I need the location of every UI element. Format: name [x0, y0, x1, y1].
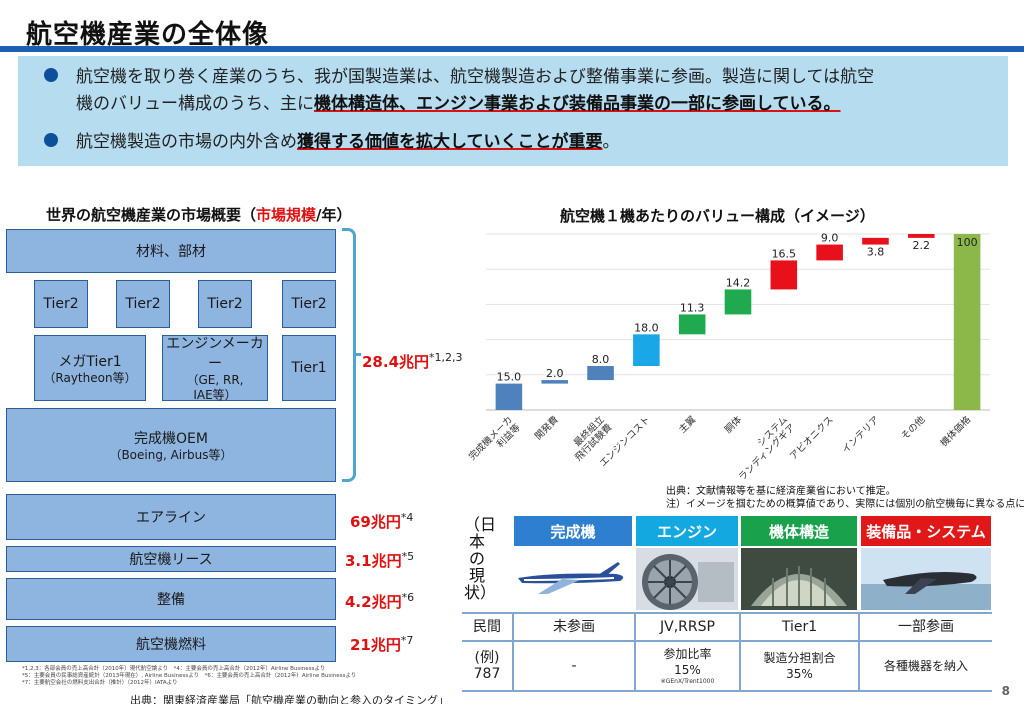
fuel-market-value: 21兆円*7 — [350, 634, 414, 654]
table-divider — [462, 690, 992, 692]
category-label: 機体価格 — [938, 413, 974, 449]
table-divider — [512, 612, 514, 692]
data-label: 11.3 — [680, 301, 705, 314]
cell-aircraft-787: - — [571, 658, 577, 674]
cell-engine-787: 参加比率 15% ※GEnX/Trent1000 — [660, 647, 715, 685]
chart-source-note: 出典：文献情報等を基に経済産業省において推定。 — [666, 486, 896, 497]
data-label: 18.0 — [634, 321, 659, 334]
brace-tip — [353, 353, 361, 356]
tick-label: 主翼 — [676, 413, 698, 435]
data-label: 2.0 — [546, 367, 564, 380]
aircraft-photo — [514, 548, 632, 610]
value-chart-title: 航空機１機あたりのバリュー構成（イメージ） — [560, 207, 875, 225]
manufacturing-market-value: 28.4兆円*1,2,3 — [362, 351, 463, 371]
header-aircraft: 完成機 — [514, 516, 632, 546]
engine-maker-box: エンジンメーカー （GE, RR, IAE等） — [162, 335, 268, 402]
category-label: 胴体 — [722, 413, 744, 435]
bullet-icon — [44, 133, 58, 147]
waterfall-bar — [587, 366, 614, 381]
data-label: 100 — [957, 236, 978, 249]
category-label: インテリア — [840, 414, 881, 455]
table-divider — [858, 612, 860, 692]
value-waterfall-chart: 15.0完成機メーカ利益等2.0開発費8.0最終組立飛行試験費18.0エンジンコ… — [466, 232, 990, 483]
market-footnotes: *1,2,3：各部会員の売上高合計（2010年）現代航空論より *4：主要会員の… — [22, 666, 357, 686]
waterfall-bar — [770, 260, 798, 290]
tier2-box: Tier2 — [34, 280, 88, 328]
category-label: アビオニクス — [788, 414, 836, 462]
waterfall-bar — [907, 234, 935, 238]
waterfall-bar — [724, 289, 752, 315]
cell-equipment-787: 各種機器を納入 — [883, 659, 968, 673]
tier2-box: Tier2 — [198, 280, 252, 328]
data-label: 8.0 — [592, 353, 610, 366]
equipment-photo — [861, 548, 991, 610]
data-label: 9.0 — [821, 232, 839, 245]
cell-structure-civil: Tier1 — [781, 619, 818, 635]
bullet-icon — [44, 68, 58, 82]
waterfall-bar — [633, 334, 660, 366]
japan-status-label: （日本の現状） — [464, 515, 497, 602]
tier2-box: Tier2 — [116, 280, 170, 328]
waterfall-bar — [678, 314, 706, 335]
tier1-box: Tier1 — [282, 335, 336, 401]
tick-label: アビオニクス — [788, 414, 836, 462]
oem-box: 完成機OEM （Boeing, Airbus等） — [6, 408, 336, 482]
tick-label: インテリア — [840, 414, 881, 455]
mega-tier1-box: メガTier1 （Raytheon等） — [34, 335, 146, 401]
airline-market-value: 69兆円*4 — [350, 511, 414, 531]
cell-engine-civil: JV,RRSP — [660, 619, 715, 635]
data-label: 15.0 — [497, 371, 522, 384]
row-label-787: (例) 787 — [473, 650, 501, 682]
table-divider — [739, 612, 741, 692]
header-equipment: 装備品・システム — [861, 516, 991, 546]
waterfall-bar — [862, 237, 889, 245]
summary-line-3: 航空機製造の市場の内外含め獲得する価値を拡大していくことが重要。 — [76, 132, 620, 152]
maintenance-box: 整備 — [6, 578, 336, 620]
table-divider — [462, 640, 992, 642]
airline-box: エアライン — [6, 494, 336, 540]
tick-label: 機体価格 — [938, 413, 974, 449]
structure-photo — [741, 548, 857, 610]
fuel-box: 航空機燃料 — [6, 626, 336, 662]
table-divider — [462, 612, 992, 614]
data-label: 14.2 — [726, 276, 751, 289]
chart-caveat-note: 注）イメージを掴むための概算値であり、実際には個別の航空機毎に異なる点に留意 — [666, 499, 1024, 510]
waterfall-bar — [953, 234, 981, 410]
tier2-box: Tier2 — [282, 280, 336, 328]
market-source: 出典：関東経済産業局「航空機産業の動向と参入のタイミング」 — [130, 694, 449, 704]
tick-label: 開発費 — [532, 414, 561, 443]
waterfall-bar — [495, 383, 523, 410]
category-label: その他 — [899, 413, 928, 442]
data-label: 16.5 — [772, 247, 797, 260]
waterfall-bar — [816, 244, 843, 261]
page-number: 8 — [1001, 684, 1010, 698]
table-divider — [634, 612, 636, 692]
data-label: 3.8 — [867, 246, 885, 259]
maintenance-market-value: 4.2兆円*6 — [345, 591, 415, 611]
materials-box: 材料、部材 — [6, 229, 336, 273]
lease-market-value: 3.1兆円*5 — [345, 550, 415, 570]
market-section-title: 世界の航空機産業の市場概要（市場規模/年） — [46, 206, 352, 224]
category-label: 開発費 — [532, 414, 561, 443]
data-label: 2.2 — [913, 239, 931, 252]
cell-equipment-civil: 一部参画 — [898, 619, 954, 635]
waterfall-bar — [541, 380, 569, 384]
page-title: 航空機産業の全体像 — [26, 20, 270, 50]
header-engine: エンジン — [636, 516, 738, 546]
engine-photo — [636, 548, 738, 610]
header-structure: 機体構造 — [741, 516, 857, 546]
row-label-civil: 民間 — [473, 619, 501, 635]
lease-box: 航空機リース — [6, 546, 336, 572]
cell-structure-787: 製造分担割合 35% — [763, 651, 836, 681]
title-underline — [0, 46, 1024, 52]
summary-line-2: 機のバリュー構成のうち、主に機体構造体、エンジン事業および装備品事業の一部に参画… — [76, 94, 841, 114]
tick-label: 胴体 — [722, 413, 744, 435]
cell-aircraft-civil: 未参画 — [553, 619, 595, 635]
summary-line-1: 航空機を取り巻く産業のうち、我が国製造業は、航空機製造および整備事業に参画。製造… — [76, 67, 875, 87]
tick-label: その他 — [899, 413, 928, 442]
summary-banner: 航空機を取り巻く産業のうち、我が国製造業は、航空機製造および整備事業に参画。製造… — [18, 56, 1008, 166]
category-label: 主翼 — [676, 413, 698, 435]
